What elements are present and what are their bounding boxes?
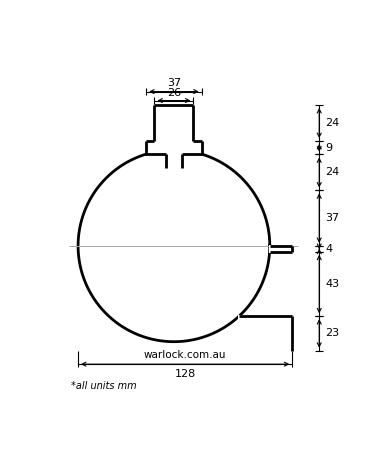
Text: 4: 4 bbox=[325, 244, 332, 254]
Text: 37: 37 bbox=[325, 213, 339, 223]
Polygon shape bbox=[269, 245, 293, 253]
Text: 23: 23 bbox=[325, 329, 339, 338]
Text: 26: 26 bbox=[167, 88, 181, 98]
Text: warlock.com.au: warlock.com.au bbox=[144, 350, 226, 361]
Text: 128: 128 bbox=[175, 369, 196, 379]
Text: 24: 24 bbox=[325, 118, 339, 128]
Polygon shape bbox=[146, 102, 202, 155]
Text: 37: 37 bbox=[167, 78, 181, 88]
Polygon shape bbox=[238, 315, 293, 352]
Text: 9: 9 bbox=[325, 143, 332, 153]
Text: 43: 43 bbox=[325, 279, 339, 289]
Text: 24: 24 bbox=[325, 168, 339, 177]
Text: *all units mm: *all units mm bbox=[70, 380, 136, 391]
